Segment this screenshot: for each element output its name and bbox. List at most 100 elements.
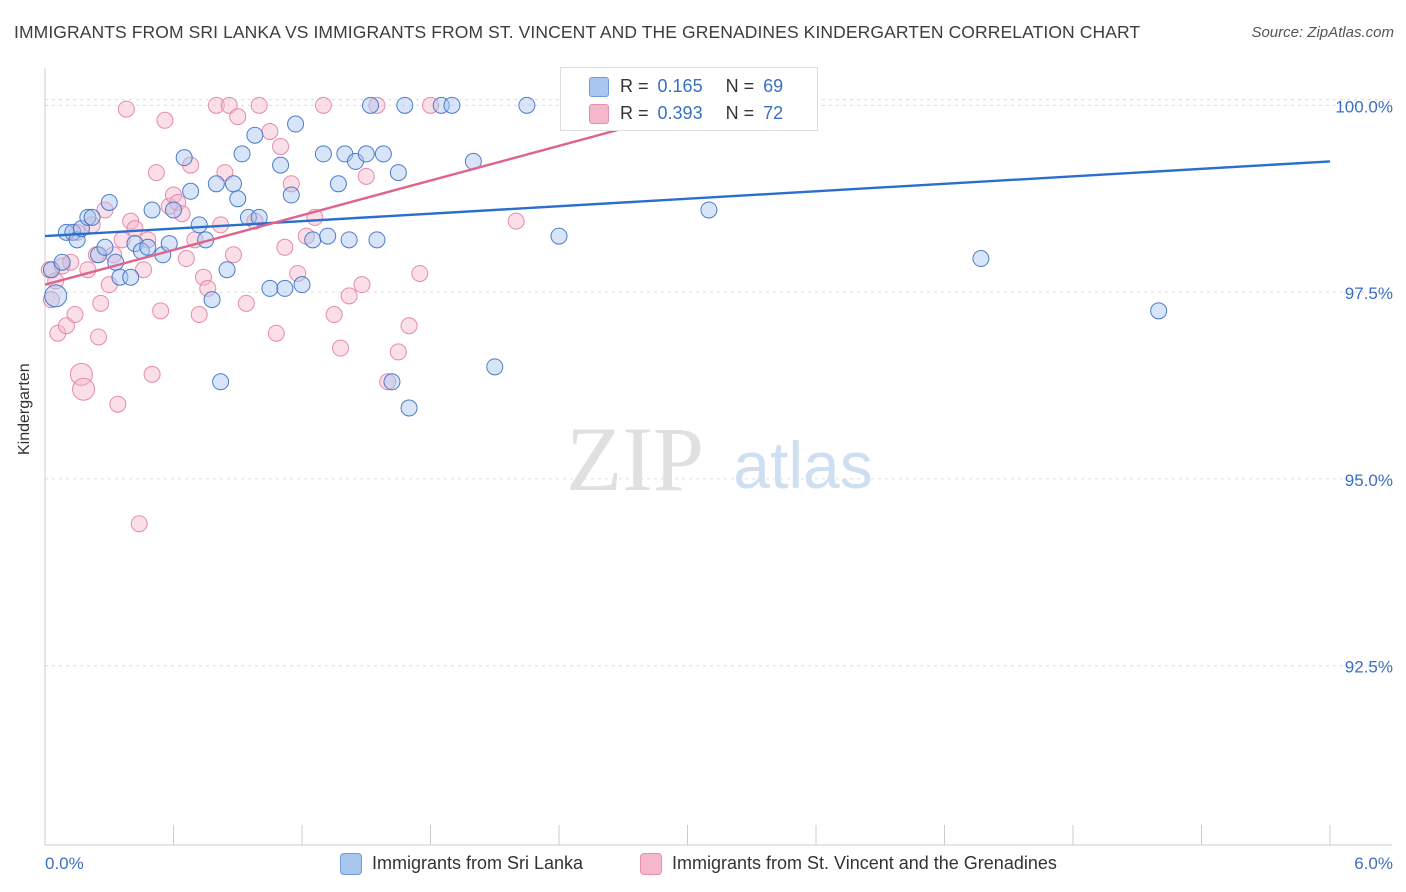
trendline-svg <box>44 104 710 286</box>
point-svg <box>126 220 144 238</box>
point-sri-lanka <box>96 238 114 256</box>
point-sri-lanka <box>261 279 279 297</box>
point-svg <box>156 111 174 129</box>
point-svg <box>130 515 148 533</box>
point-svg <box>411 264 429 282</box>
y-axis-label: Kindergarten <box>16 363 33 455</box>
grid <box>45 99 1392 667</box>
legend-r-value: 0.165 <box>657 76 703 96</box>
point-svg <box>143 365 161 383</box>
point-svg <box>53 257 71 275</box>
point-sri-lanka <box>400 399 418 417</box>
point-sri-lanka <box>190 216 208 234</box>
stats-legend: R = 0.165 N = 69 R = 0.393 N = 72 <box>560 67 818 131</box>
point-sri-lanka <box>44 284 68 308</box>
point-sri-lanka <box>212 373 230 391</box>
point-svg <box>357 167 375 185</box>
series-sri-lanka-points <box>42 96 1168 417</box>
point-svg <box>109 395 127 413</box>
legend-r-value: 0.393 <box>657 103 703 123</box>
y-tick-label: 92.5% <box>1345 658 1393 677</box>
y-tick-label: 97.5% <box>1345 284 1393 303</box>
point-sri-lanka <box>272 156 290 174</box>
point-svg <box>379 373 397 391</box>
legend-n-value: 69 <box>763 76 784 96</box>
point-sri-lanka <box>972 250 990 268</box>
legend-r-label: R = <box>620 76 649 96</box>
point-sri-lanka <box>203 291 221 309</box>
point-sri-lanka <box>329 175 347 193</box>
point-sri-lanka <box>68 231 86 249</box>
watermark-atlas: atlas <box>733 428 872 502</box>
point-sri-lanka <box>143 201 161 219</box>
point-svg <box>237 294 255 312</box>
point-svg <box>117 100 135 118</box>
point-svg <box>66 306 84 324</box>
x-tick-label: 6.0% <box>1354 854 1393 873</box>
point-svg <box>69 362 93 386</box>
point-sri-lanka <box>282 186 300 204</box>
legend-r-label: R = <box>620 103 649 123</box>
point-sri-lanka <box>233 145 251 163</box>
point-svg <box>276 238 294 256</box>
bottom-legend-label: Immigrants from St. Vincent and the Gren… <box>672 853 1057 873</box>
point-sri-lanka <box>276 279 294 297</box>
point-sri-lanka <box>182 182 200 200</box>
chart-source: Source: ZipAtlas.com <box>1251 24 1394 41</box>
point-sri-lanka <box>229 190 247 208</box>
point-svg <box>62 253 80 271</box>
point-svg <box>250 96 268 114</box>
point-sri-lanka <box>293 276 311 294</box>
point-sri-lanka <box>340 231 358 249</box>
point-sri-lanka <box>357 145 375 163</box>
trendline-sri-lanka <box>44 160 1331 238</box>
point-sri-lanka <box>550 227 568 245</box>
trendlines <box>44 104 1331 286</box>
point-svg <box>135 261 153 279</box>
point-sri-lanka <box>53 253 71 271</box>
point-svg <box>152 302 170 320</box>
point-sri-lanka <box>79 208 97 226</box>
point-sri-lanka <box>165 201 182 219</box>
point-svg <box>194 268 212 286</box>
point-sri-lanka <box>83 208 101 226</box>
point-svg <box>173 205 191 223</box>
point-sri-lanka <box>246 126 264 144</box>
point-svg <box>72 377 96 401</box>
watermark: ZIP atlas <box>566 408 873 510</box>
point-svg <box>332 339 350 357</box>
point-sri-lanka <box>218 261 236 279</box>
point-svg <box>340 287 358 305</box>
point-svg <box>507 212 525 230</box>
point-svg <box>49 324 67 342</box>
point-svg <box>92 294 110 312</box>
point-svg <box>272 137 290 155</box>
y-tick-label: 95.0% <box>1345 471 1393 490</box>
chart-title: IMMIGRANTS FROM SRI LANKA VS IMMIGRANTS … <box>14 22 1141 42</box>
point-sri-lanka <box>389 164 407 182</box>
point-svg <box>229 108 247 126</box>
point-sri-lanka <box>1150 302 1168 320</box>
point-sri-lanka <box>224 175 242 193</box>
bottom-legend-label: Immigrants from Sri Lanka <box>372 853 584 873</box>
point-svg <box>289 264 307 282</box>
point-sri-lanka <box>368 231 386 249</box>
point-sri-lanka <box>383 373 401 391</box>
point-sri-lanka <box>314 145 332 163</box>
legend-swatch-pink <box>589 104 609 124</box>
point-svg <box>207 96 225 114</box>
point-sri-lanka <box>287 115 305 133</box>
axes <box>44 68 1392 846</box>
point-svg <box>224 246 242 264</box>
point-svg <box>314 96 332 114</box>
legend-n-label: N = <box>725 76 755 96</box>
tick-labels: 92.5% 95.0% 97.5% 100.0% 0.0% 6.0% <box>45 97 1393 873</box>
point-svg <box>261 123 279 141</box>
point-svg <box>177 250 195 268</box>
point-sri-lanka <box>700 201 718 219</box>
point-sri-lanka <box>100 193 118 211</box>
legend-n-label: N = <box>725 103 755 123</box>
series-svg-points <box>40 96 622 533</box>
point-svg <box>325 306 343 324</box>
